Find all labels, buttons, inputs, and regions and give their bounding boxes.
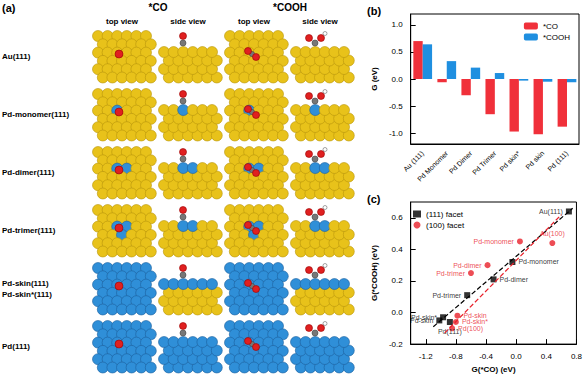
svg-text:Pd-trimer: Pd-trimer: [436, 270, 465, 277]
svg-text:0.0: 0.0: [392, 308, 404, 317]
svg-text:top view: top view: [106, 17, 139, 26]
svg-text:0.2: 0.2: [392, 276, 404, 285]
svg-text:0.4: 0.4: [392, 245, 404, 254]
svg-text:Au (111): Au (111): [402, 150, 426, 174]
svg-text:Pd-skin: Pd-skin: [463, 312, 487, 320]
svg-text:(100) facet: (100) facet: [426, 221, 465, 230]
svg-text:*COOH: *COOH: [543, 33, 570, 42]
svg-text:Pd-trimer: Pd-trimer: [432, 292, 461, 299]
svg-text:G(*CO) (eV): G(*CO) (eV): [472, 365, 516, 374]
svg-text:(a): (a): [2, 2, 16, 14]
svg-text:(111) facet: (111) facet: [426, 210, 464, 219]
svg-text:G(*COOH) (eV): G(*COOH) (eV): [370, 245, 379, 301]
svg-text:Pd-dimer(111): Pd-dimer(111): [2, 168, 55, 177]
svg-text:Au(100): Au(100): [540, 230, 565, 238]
svg-text:Pd(100): Pd(100): [458, 325, 483, 333]
svg-text:Pd skin: Pd skin: [524, 149, 545, 170]
svg-text:*CO: *CO: [543, 22, 558, 31]
svg-text:0.4: 0.4: [541, 352, 553, 361]
svg-text:Pd-trimer(111): Pd-trimer(111): [2, 226, 56, 235]
svg-text:Pd-skin(111): Pd-skin(111): [2, 279, 49, 288]
svg-text:0.8: 0.8: [571, 352, 583, 361]
svg-text:top view: top view: [238, 17, 271, 26]
svg-text:-1.0: -1.0: [389, 129, 403, 138]
svg-text:0.5: 0.5: [392, 47, 404, 56]
svg-text:1.0: 1.0: [392, 20, 404, 29]
svg-text:*CO: *CO: [149, 2, 168, 13]
svg-text:Pd-skin: Pd-skin: [410, 317, 433, 324]
svg-text:side view: side view: [170, 17, 206, 26]
svg-text:Pd-monomer: Pd-monomer: [473, 238, 514, 245]
svg-text:Pd Monomer: Pd Monomer: [416, 149, 450, 183]
svg-text:Pd-skin*: Pd-skin*: [461, 318, 488, 326]
svg-text:Pd skin*: Pd skin*: [498, 149, 521, 172]
svg-text:Au(111): Au(111): [2, 52, 31, 61]
svg-text:Pd(111): Pd(111): [437, 328, 462, 335]
svg-text:(c): (c): [367, 193, 381, 205]
svg-text:Pd-skin*(111): Pd-skin*(111): [2, 290, 52, 299]
svg-text:Pd Dimer: Pd Dimer: [447, 149, 474, 176]
svg-text:Pd-monomer: Pd-monomer: [518, 258, 559, 265]
svg-text:Pd-dimer: Pd-dimer: [453, 262, 482, 269]
svg-text:-0.8: -0.8: [449, 352, 463, 361]
svg-text:-0.4: -0.4: [479, 352, 493, 361]
svg-text:-1.2: -1.2: [419, 352, 433, 361]
svg-text:Pd Trimer: Pd Trimer: [471, 149, 498, 176]
svg-text:-0.2: -0.2: [389, 340, 403, 349]
svg-text:Pd (111): Pd (111): [546, 150, 570, 174]
svg-text:0.6: 0.6: [392, 213, 404, 222]
svg-text:Pd-dimer: Pd-dimer: [500, 276, 529, 283]
svg-text:-0.5: -0.5: [389, 102, 403, 111]
svg-text:0.0: 0.0: [392, 75, 404, 84]
svg-text:Pd-monomer(111): Pd-monomer(111): [2, 110, 69, 119]
svg-text:*COOH: *COOH: [273, 2, 307, 13]
svg-text:Pd(111): Pd(111): [2, 342, 30, 351]
svg-text:Au(111): Au(111): [539, 208, 563, 216]
svg-text:G (eV): G (eV): [370, 67, 379, 91]
svg-text:(b): (b): [367, 5, 381, 17]
svg-text:0.0: 0.0: [511, 352, 523, 361]
svg-text:side view: side view: [302, 17, 338, 26]
